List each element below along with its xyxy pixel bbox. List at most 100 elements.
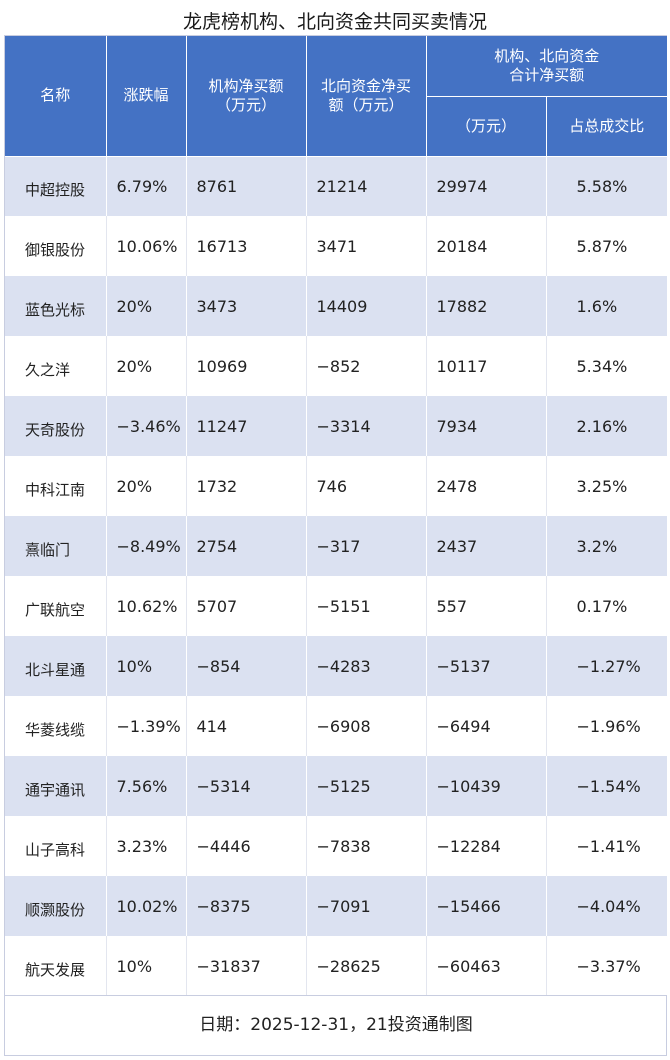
header-north-net-line2: 额（万元） xyxy=(328,95,404,114)
cell-change: 10% xyxy=(106,636,187,696)
table-row: 北斗星通 10% −854 −4283 −5137 −1.27% xyxy=(5,636,668,696)
cell-combined-net: 7934 xyxy=(426,396,547,456)
cell-ratio: −3.37% xyxy=(546,936,668,996)
cell-north-net: −3314 xyxy=(306,396,427,456)
table-row: 华菱线缆 −1.39% 414 −6908 −6494 −1.96% xyxy=(5,696,668,756)
header-change: 涨跌幅 xyxy=(106,36,187,157)
cell-inst-net: −4446 xyxy=(186,816,307,876)
cell-ratio: −1.27% xyxy=(546,636,668,696)
cell-name: 中科江南 xyxy=(5,456,107,516)
cell-change: 20% xyxy=(106,336,187,396)
cell-combined-net: −6494 xyxy=(426,696,547,756)
table-row: 中超控股 6.79% 8761 21214 29974 5.58% xyxy=(5,156,668,216)
cell-combined-net: 2478 xyxy=(426,456,547,516)
cell-combined-net: 2437 xyxy=(426,516,547,576)
table-row: 通宇通讯 7.56% −5314 −5125 −10439 −1.54% xyxy=(5,756,668,816)
cell-inst-net: 1732 xyxy=(186,456,307,516)
cell-name: 久之洋 xyxy=(5,336,107,396)
cell-north-net: −7091 xyxy=(306,876,427,936)
cell-north-net: 3471 xyxy=(306,216,427,276)
header-combined-ratio: 占总成交比 xyxy=(546,96,668,157)
cell-north-net: 14409 xyxy=(306,276,427,336)
cell-north-net: −852 xyxy=(306,336,427,396)
table-row: 蓝色光标 20% 3473 14409 17882 1.6% xyxy=(5,276,668,336)
cell-change: −3.46% xyxy=(106,396,187,456)
table-row: 中科江南 20% 1732 746 2478 3.25% xyxy=(5,456,668,516)
cell-inst-net: 11247 xyxy=(186,396,307,456)
cell-name: 熹临门 xyxy=(5,516,107,576)
cell-combined-net: 20184 xyxy=(426,216,547,276)
table-body: 中超控股 6.79% 8761 21214 29974 5.58% 御银股份 10.06% 16… xyxy=(5,156,668,996)
cell-ratio: −1.54% xyxy=(546,756,668,816)
cell-combined-net: 557 xyxy=(426,576,547,636)
cell-north-net: −317 xyxy=(306,516,427,576)
table-row: 山子高科 3.23% −4446 −7838 −12284 −1.41% xyxy=(5,816,668,876)
table-row: 广联航空 10.62% 5707 −5151 557 0.17% xyxy=(5,576,668,636)
footer-caption: 日期：2025-12-31，21投资通制图 xyxy=(5,995,667,1055)
cell-name: 御银股份 xyxy=(5,216,107,276)
cell-inst-net: 8761 xyxy=(186,156,307,216)
table-row: 熹临门 −8.49% 2754 −317 2437 3.2% xyxy=(5,516,668,576)
table-row: 御银股份 10.06% 16713 3471 20184 5.87% xyxy=(5,216,668,276)
cell-north-net: −5125 xyxy=(306,756,427,816)
table-row: 顺灏股份 10.02% −8375 −7091 −15466 −4.04% xyxy=(5,876,668,936)
cell-ratio: −1.96% xyxy=(546,696,668,756)
cell-change: −1.39% xyxy=(106,696,187,756)
header-inst-net: 机构净买额 （万元） xyxy=(186,36,307,157)
cell-name: 航天发展 xyxy=(5,936,107,996)
header-north-net: 北向资金净买 额（万元） xyxy=(306,36,427,157)
cell-combined-net: −60463 xyxy=(426,936,547,996)
cell-combined-net: −5137 xyxy=(426,636,547,696)
cell-combined-net: −12284 xyxy=(426,816,547,876)
cell-north-net: −28625 xyxy=(306,936,427,996)
header-name: 名称 xyxy=(5,36,107,157)
data-table-frame: 名称 涨跌幅 机构净买额 （万元） 北向资金净买 额（万元） 机构、北向资金 合… xyxy=(4,35,668,1056)
cell-north-net: 746 xyxy=(306,456,427,516)
header-combined: 机构、北向资金 合计净买额 xyxy=(426,36,668,97)
table-title: 龙虎榜机构、北向资金共同买卖情况 xyxy=(182,11,487,33)
cell-name: 北斗星通 xyxy=(5,636,107,696)
cell-inst-net: 414 xyxy=(186,696,307,756)
data-table: 名称 涨跌幅 机构净买额 （万元） 北向资金净买 额（万元） 机构、北向资金 合… xyxy=(5,36,668,996)
cell-change: 10% xyxy=(106,936,187,996)
cell-change: 10.06% xyxy=(106,216,187,276)
cell-inst-net: 2754 xyxy=(186,516,307,576)
cell-change: 3.23% xyxy=(106,816,187,876)
cell-change: 7.56% xyxy=(106,756,187,816)
cell-inst-net: −31837 xyxy=(186,936,307,996)
cell-name: 通宇通讯 xyxy=(5,756,107,816)
cell-ratio: 3.25% xyxy=(546,456,668,516)
cell-ratio: 2.16% xyxy=(546,396,668,456)
cell-ratio: −4.04% xyxy=(546,876,668,936)
header-inst-net-line2: （万元） xyxy=(215,95,276,114)
table-row: 久之洋 20% 10969 −852 10117 5.34% xyxy=(5,336,668,396)
cell-name: 华菱线缆 xyxy=(5,696,107,756)
cell-combined-net: 10117 xyxy=(426,336,547,396)
cell-name: 顺灏股份 xyxy=(5,876,107,936)
cell-combined-net: 17882 xyxy=(426,276,547,336)
cell-inst-net: −5314 xyxy=(186,756,307,816)
cell-ratio: 5.58% xyxy=(546,156,668,216)
cell-north-net: −7838 xyxy=(306,816,427,876)
cell-name: 广联航空 xyxy=(5,576,107,636)
header-north-net-line1: 北向资金净买 xyxy=(320,76,411,95)
cell-combined-net: −15466 xyxy=(426,876,547,936)
cell-inst-net: 10969 xyxy=(186,336,307,396)
table-row: 天奇股份 −3.46% 11247 −3314 7934 2.16% xyxy=(5,396,668,456)
cell-change: −8.49% xyxy=(106,516,187,576)
cell-change: 20% xyxy=(106,276,187,336)
header-combined-line1: 机构、北向资金 xyxy=(494,46,600,65)
cell-inst-net: −8375 xyxy=(186,876,307,936)
cell-change: 20% xyxy=(106,456,187,516)
cell-ratio: 5.34% xyxy=(546,336,668,396)
cell-ratio: 1.6% xyxy=(546,276,668,336)
cell-change: 6.79% xyxy=(106,156,187,216)
cell-north-net: −5151 xyxy=(306,576,427,636)
cell-name: 中超控股 xyxy=(5,156,107,216)
cell-ratio: 3.2% xyxy=(546,516,668,576)
cell-name: 天奇股份 xyxy=(5,396,107,456)
header-combined-line2: 合计净买额 xyxy=(509,65,585,84)
cell-change: 10.02% xyxy=(106,876,187,936)
cell-combined-net: −10439 xyxy=(426,756,547,816)
cell-inst-net: 16713 xyxy=(186,216,307,276)
